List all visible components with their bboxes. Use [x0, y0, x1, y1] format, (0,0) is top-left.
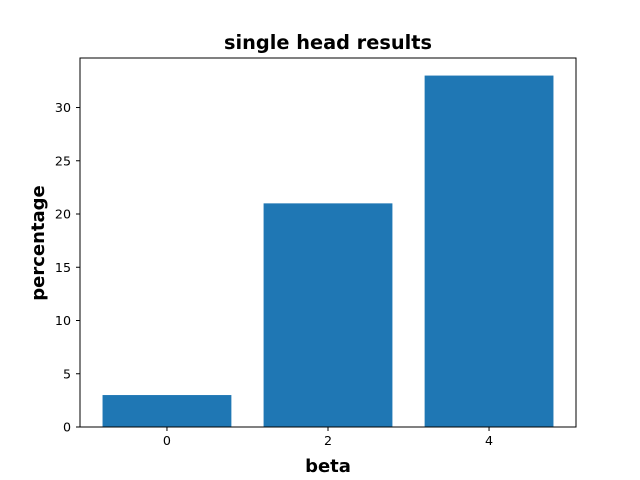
plot-area-frame [79, 57, 577, 428]
x-tick-label: 4 [485, 433, 493, 448]
bars-layer [102, 75, 554, 428]
y-tick-label: 10 [55, 313, 71, 328]
y-tick-label: 20 [55, 207, 71, 222]
y-axis-label: percentage [28, 185, 49, 301]
bar-4 [424, 75, 554, 428]
y-axis: 0 5 10 15 20 25 30 [55, 100, 80, 435]
y-tick-label: 30 [55, 100, 71, 115]
x-axis-label: beta [305, 456, 351, 477]
x-tick-label: 2 [324, 433, 332, 448]
bar-2 [263, 203, 393, 427]
x-axis: 0 2 4 [163, 427, 493, 448]
y-tick-label: 0 [63, 420, 71, 435]
chart-title: single head results [224, 31, 432, 54]
y-tick-label: 5 [63, 366, 71, 381]
x-tick-label: 0 [163, 433, 171, 448]
y-tick-label: 15 [55, 260, 71, 275]
y-tick-label: 25 [55, 153, 71, 168]
bar-0 [102, 395, 232, 427]
